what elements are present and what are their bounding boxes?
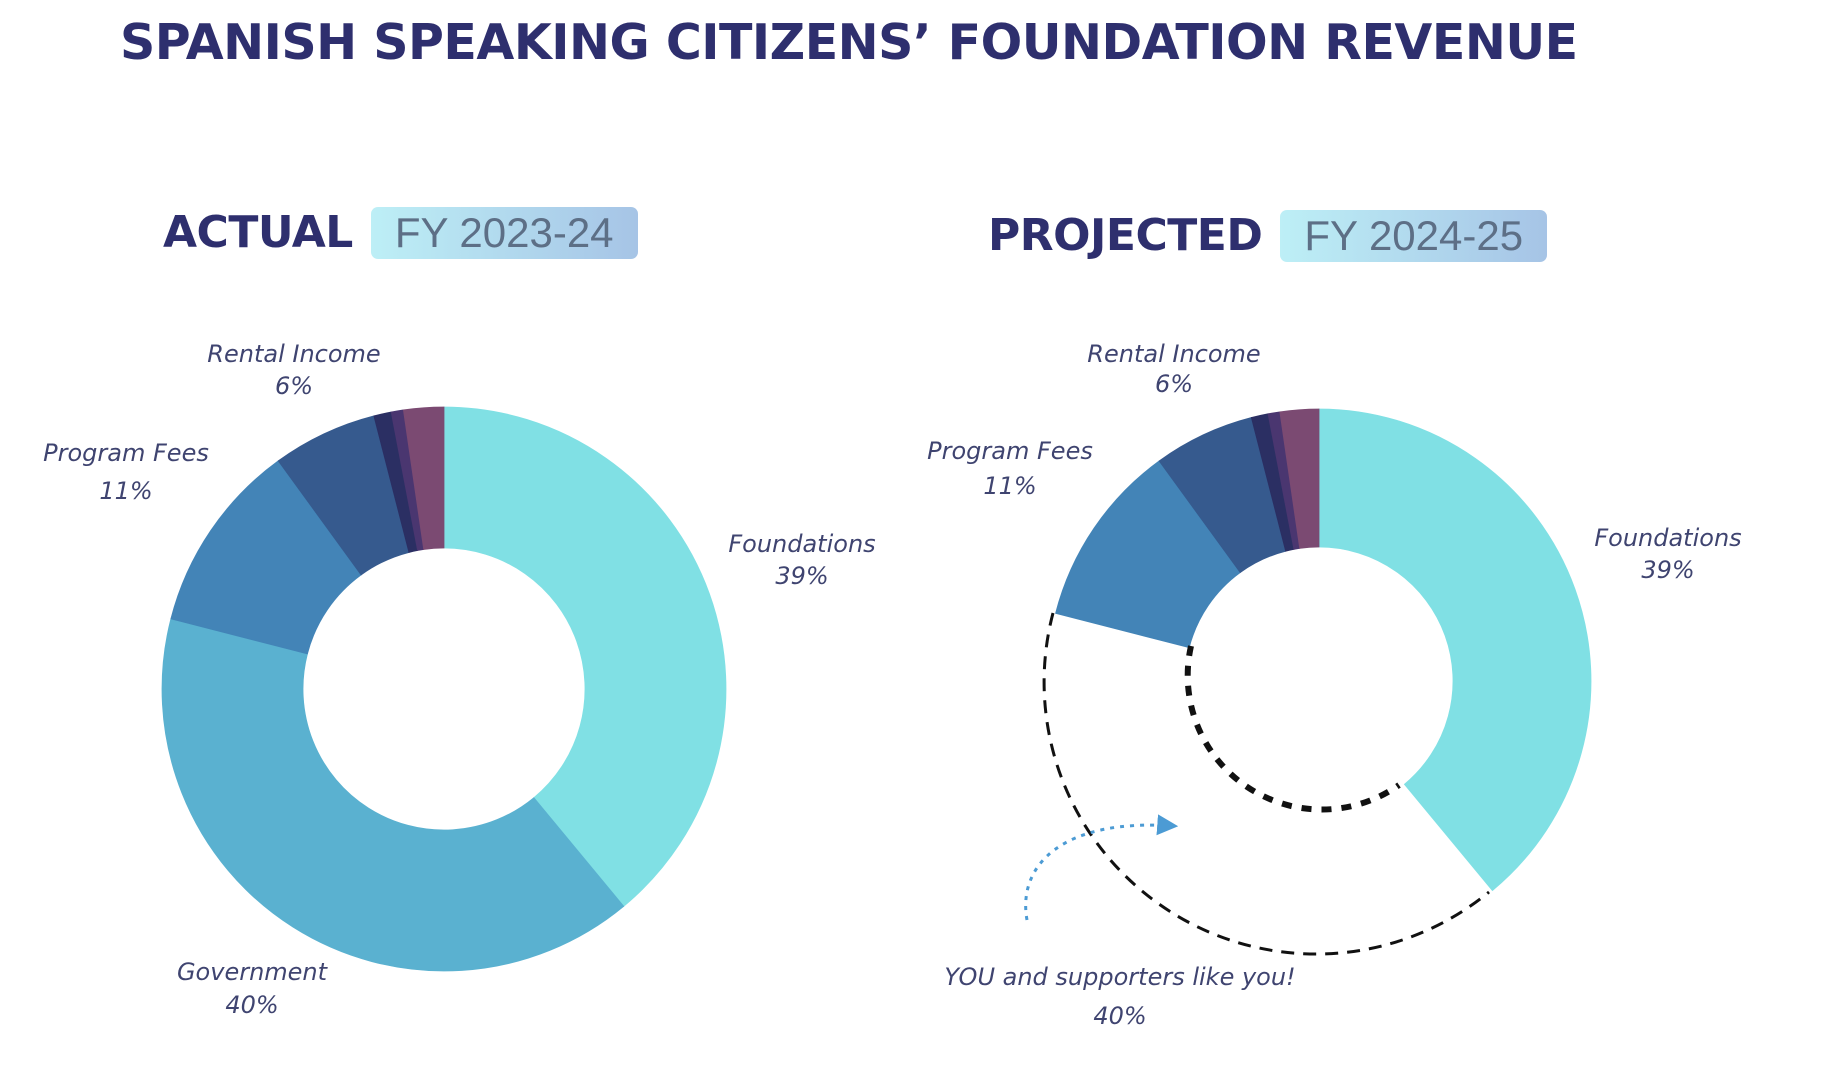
projected-dashed-outer-arc — [1042, 612, 1490, 956]
actual-label-government: Government — [177, 958, 329, 986]
actual-slice-other-6 — [402, 406, 445, 550]
projected-value-foundations: 39% — [1641, 556, 1694, 584]
actual-heading: ACTUAL — [163, 207, 353, 259]
support-arrow — [1024, 814, 1179, 921]
projected-heading: PROJECTED — [988, 210, 1263, 262]
projected-slice-foundations — [1318, 408, 1592, 892]
actual-label-program-fees: Program Fees — [43, 439, 209, 467]
projected-value-program-fees: 11% — [983, 472, 1036, 500]
projected-label-rental-income: Rental Income — [1087, 340, 1260, 368]
projected-label-program-fees: Program Fees — [927, 437, 1093, 465]
actual-donut-chart: Foundations 39% Government 40% Program F… — [43, 340, 876, 1019]
actual-value-foundations: 39% — [775, 562, 828, 590]
actual-label-foundations: Foundations — [728, 530, 875, 558]
actual-fy-badge: FY 2023-24 — [370, 207, 638, 260]
actual-value-rental-income: 6% — [275, 372, 313, 400]
actual-panel-heading: ACTUAL FY 2023-24 — [163, 207, 638, 260]
projected-dashed-inner-arc — [1184, 645, 1401, 813]
projected-value-rental-income: 6% — [1155, 370, 1193, 398]
actual-slice-government — [161, 618, 625, 972]
projected-label-supporters: YOU and supporters like you! — [944, 963, 1295, 991]
projected-fy-badge: FY 2024-25 — [1280, 210, 1548, 263]
projected-donut-chart: Foundations 39% YOU and supporters like … — [927, 340, 1742, 1030]
projected-panel-heading: PROJECTED FY 2024-25 — [988, 210, 1548, 263]
actual-value-government: 40% — [225, 991, 278, 1019]
actual-label-rental-income: Rental Income — [207, 340, 380, 368]
projected-value-supporters: 40% — [1093, 1002, 1146, 1030]
actual-value-program-fees: 11% — [99, 477, 152, 505]
page-title: SPANISH SPEAKING CITIZENS’ FOUNDATION RE… — [120, 14, 1578, 71]
projected-label-foundations: Foundations — [1594, 524, 1741, 552]
projected-slice-other-6 — [1279, 408, 1320, 549]
actual-slices — [161, 406, 727, 972]
actual-slice-foundations — [443, 406, 727, 907]
projected-slices — [1055, 408, 1592, 892]
